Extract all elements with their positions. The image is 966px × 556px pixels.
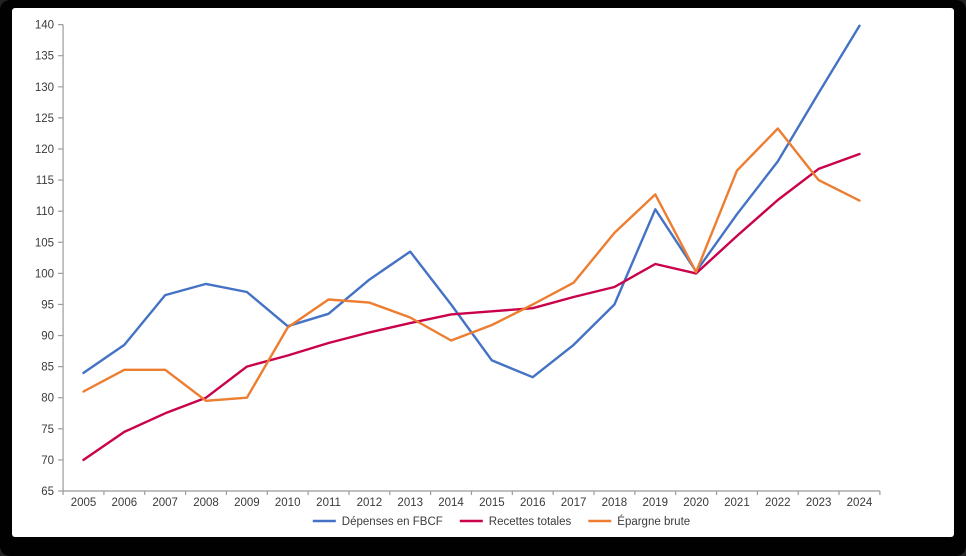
x-tick-label: 2009	[234, 497, 260, 509]
legend-item: Épargne brute	[588, 515, 690, 528]
x-tick-label: 2006	[112, 497, 138, 509]
x-tick-label: 2011	[316, 497, 341, 509]
x-tick-label: 2008	[193, 497, 219, 509]
series-line-d-penses-en-fbcf	[82, 24, 861, 379]
legend-label: Recettes totales	[489, 516, 572, 528]
y-tick-label: 105	[35, 237, 54, 249]
y-tick-label: 65	[41, 486, 54, 498]
x-tick-label: 2005	[71, 497, 97, 509]
x-tick-label: 2012	[357, 497, 383, 509]
x-tick-label: 2021	[724, 497, 750, 509]
y-tick-label: 90	[41, 331, 54, 343]
legend-label: Dépenses en FBCF	[342, 516, 443, 528]
legend-label: Épargne brute	[617, 515, 690, 528]
legend-item: Recettes totales	[459, 516, 572, 528]
series-line-recettes-totales	[82, 152, 861, 462]
x-tick-label: 2020	[683, 497, 709, 509]
y-tick-label: 110	[36, 206, 54, 218]
line-chart: 65 70 75 80 85 90 95 100 105 110 115 120 125 130 135 14…	[35, 20, 881, 528]
y-tick-label: 70	[41, 455, 54, 467]
legend-item: Dépenses en FBCF	[312, 516, 443, 528]
y-tick-label: 115	[36, 175, 54, 187]
series-line--pargne-brute	[82, 127, 861, 402]
y-tick-label: 125	[35, 113, 54, 125]
y-tick-label: 135	[35, 51, 54, 63]
y-tick-label: 80	[41, 393, 54, 405]
y-tick-label: 100	[35, 268, 54, 280]
x-tick-label: 2018	[602, 497, 628, 509]
y-tick-label: 95	[41, 299, 54, 311]
x-tick-label: 2015	[479, 497, 505, 509]
x-tick-label: 2017	[561, 497, 587, 509]
x-tick-label: 2014	[438, 497, 464, 509]
legend: Dépenses en FBCF Recettes totales Épargne …	[312, 515, 690, 528]
x-tick-label: 2022	[765, 497, 791, 509]
x-tick-label: 2024	[847, 497, 873, 509]
chart-card: 65 70 75 80 85 90 95 100 105 110 115 120 125 130 135 14…	[12, 8, 954, 537]
y-tick-label: 140	[35, 20, 54, 32]
x-tick-label: 2023	[806, 497, 832, 509]
x-tick-label: 2007	[152, 497, 178, 509]
x-tick-label: 2016	[520, 497, 546, 509]
x-tick-label: 2019	[642, 497, 668, 509]
y-tick-label: 120	[35, 144, 54, 156]
x-tick-label: 2013	[397, 497, 423, 509]
y-tick-label: 85	[41, 362, 54, 374]
x-tick-label: 2010	[275, 497, 301, 509]
y-tick-label: 75	[41, 424, 54, 436]
y-tick-label: 130	[35, 82, 54, 94]
